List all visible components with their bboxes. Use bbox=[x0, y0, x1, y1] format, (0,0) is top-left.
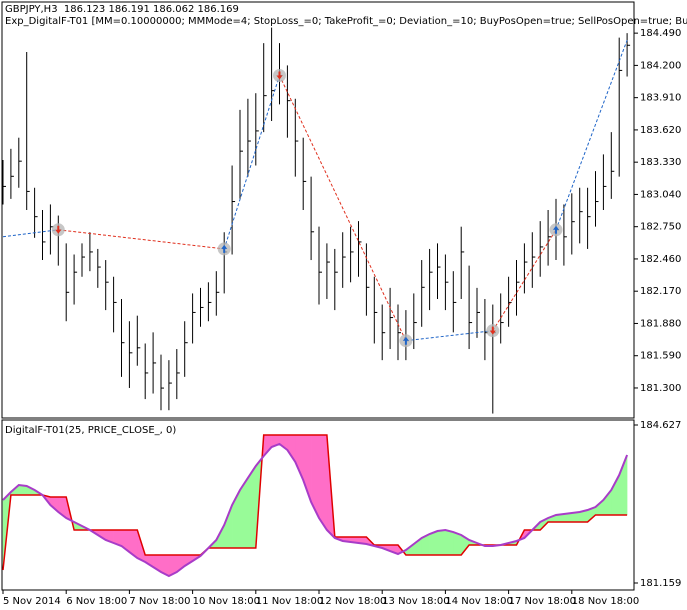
fill-up bbox=[223, 504, 233, 549]
y-tick-label: 181.300 bbox=[640, 383, 681, 394]
price-panel bbox=[1, 1, 635, 419]
trade-arrow bbox=[221, 244, 228, 253]
chart-title: GBPJPY,H3 186.123 186.191 186.062 186.16… bbox=[5, 4, 239, 15]
y-tick-label: 182.460 bbox=[640, 254, 681, 265]
x-tick-label: 17 Nov 18:00 bbox=[509, 596, 576, 607]
trade-line bbox=[279, 75, 407, 341]
trade-line bbox=[2, 229, 59, 238]
fill-down bbox=[287, 434, 296, 463]
y-tick-label: 183.910 bbox=[640, 93, 681, 104]
fill-up bbox=[445, 529, 454, 556]
y-tick-label: 183.040 bbox=[640, 189, 681, 200]
x-tick-label: 11 Nov 18:00 bbox=[256, 596, 323, 607]
x-tick-label: 5 Nov 2014 bbox=[3, 596, 61, 607]
trade-arrow bbox=[55, 225, 62, 234]
fill-down bbox=[318, 434, 328, 531]
trade-arrow bbox=[276, 71, 283, 80]
x-tick-label: 18 Nov 18:00 bbox=[572, 596, 639, 607]
trade-arrow bbox=[402, 336, 409, 345]
y-tick-label: 183.330 bbox=[640, 157, 681, 168]
y-tick-label: 181.880 bbox=[640, 318, 681, 329]
x-tick-label: 6 Nov 18:00 bbox=[66, 596, 127, 607]
x-tick-label: 14 Nov 18:00 bbox=[445, 596, 512, 607]
y-tick-label: 184.490 bbox=[640, 28, 681, 39]
y-tick-label: 181.590 bbox=[640, 351, 681, 362]
slow-line bbox=[2, 434, 628, 571]
trade-arrow bbox=[489, 326, 496, 335]
trade-line bbox=[405, 330, 493, 342]
trade-arrow bbox=[553, 225, 559, 234]
y-tick-label: 184.627 bbox=[640, 420, 681, 431]
indicator-panel bbox=[1, 419, 635, 591]
y-tick-label: 184.200 bbox=[640, 60, 681, 71]
trade-line bbox=[58, 229, 225, 250]
fill-up bbox=[247, 465, 257, 549]
y-tick-label: 182.170 bbox=[640, 286, 681, 297]
x-tick-label: 10 Nov 18:00 bbox=[193, 596, 260, 607]
x-tick-label: 7 Nov 18:00 bbox=[129, 596, 190, 607]
x-tick-label: 13 Nov 18:00 bbox=[382, 596, 449, 607]
x-tick-label: 12 Nov 18:00 bbox=[319, 596, 386, 607]
y-tick-label: 182.750 bbox=[640, 222, 681, 233]
trade-line bbox=[555, 39, 628, 230]
trade-line bbox=[223, 75, 280, 250]
expert-label: Exp_DigitalF-T01 [MM=0.10000000; MMMode=… bbox=[5, 16, 687, 27]
fast-line bbox=[2, 442, 629, 578]
fill-up bbox=[437, 529, 446, 556]
indicator-title: DigitalF-T01(25, PRICE_CLOSE_, 0) bbox=[5, 425, 176, 436]
y-tick-label: 181.159 bbox=[640, 578, 681, 589]
y-tick-label: 183.620 bbox=[640, 125, 681, 136]
